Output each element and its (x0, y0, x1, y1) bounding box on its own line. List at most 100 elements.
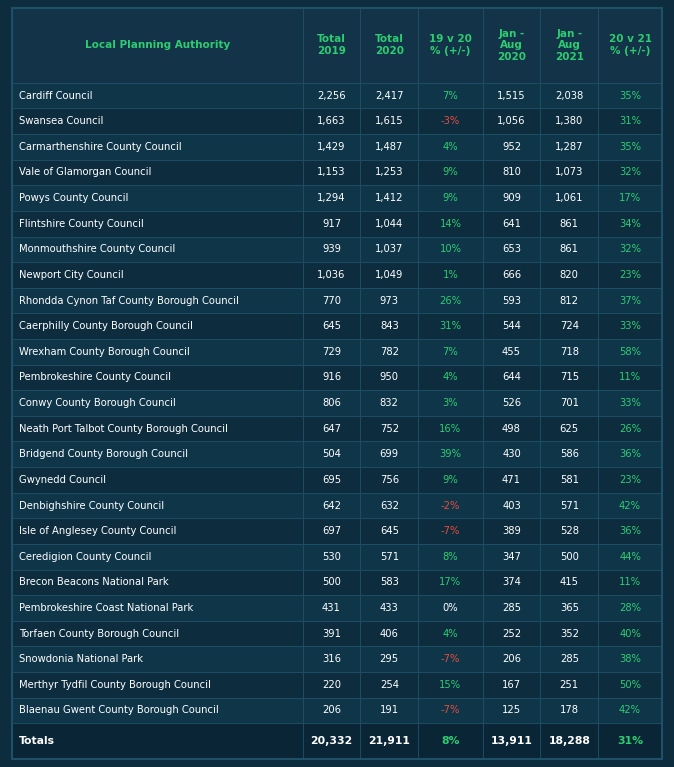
Text: 285: 285 (560, 654, 579, 664)
Text: Newport City Council: Newport City Council (19, 270, 123, 280)
Bar (599, 288, 662, 314)
Text: 812: 812 (560, 295, 579, 305)
Text: 1,037: 1,037 (375, 245, 404, 255)
Bar (418, 211, 483, 236)
Bar (418, 595, 483, 621)
Text: 1,515: 1,515 (497, 91, 526, 100)
Text: 756: 756 (379, 475, 399, 485)
Bar (599, 236, 662, 262)
Bar (361, 134, 418, 160)
Text: -3%: -3% (441, 117, 460, 127)
Bar (599, 339, 662, 364)
Text: 44%: 44% (619, 551, 641, 561)
Bar (483, 467, 541, 492)
Bar (361, 160, 418, 186)
Text: 718: 718 (560, 347, 579, 357)
Bar (483, 621, 541, 647)
Text: Torfaen County Borough Council: Torfaen County Borough Council (19, 629, 179, 639)
Text: 653: 653 (502, 245, 521, 255)
Bar (12, 339, 303, 364)
Bar (541, 467, 599, 492)
Text: 4%: 4% (443, 373, 458, 383)
Bar (361, 314, 418, 339)
Text: 1,615: 1,615 (375, 117, 404, 127)
Text: Jan -
Aug
2020: Jan - Aug 2020 (497, 28, 526, 62)
Bar (303, 8, 361, 83)
Text: 295: 295 (379, 654, 399, 664)
Bar (541, 723, 599, 759)
Bar (541, 492, 599, 518)
Bar (599, 186, 662, 211)
Text: 1%: 1% (443, 270, 458, 280)
Bar (12, 442, 303, 467)
Text: 252: 252 (502, 629, 521, 639)
Bar (303, 672, 361, 698)
Bar (418, 236, 483, 262)
Text: 28%: 28% (619, 603, 641, 613)
Text: 8%: 8% (441, 736, 460, 746)
Bar (418, 647, 483, 672)
Bar (361, 288, 418, 314)
Bar (599, 211, 662, 236)
Text: 36%: 36% (619, 526, 641, 536)
Text: 782: 782 (380, 347, 399, 357)
Bar (483, 339, 541, 364)
Bar (303, 83, 361, 108)
Bar (599, 672, 662, 698)
Bar (361, 8, 418, 83)
Text: Blaenau Gwent County Borough Council: Blaenau Gwent County Borough Council (19, 706, 218, 716)
Text: 1,061: 1,061 (555, 193, 584, 203)
Text: 20 v 21
% (+/-): 20 v 21 % (+/-) (609, 35, 652, 56)
Text: 433: 433 (380, 603, 399, 613)
Text: Pembrokeshire County Council: Pembrokeshire County Council (19, 373, 171, 383)
Text: 950: 950 (380, 373, 399, 383)
Text: Total
2020: Total 2020 (375, 35, 404, 56)
Text: 33%: 33% (619, 398, 641, 408)
Bar (483, 647, 541, 672)
Bar (12, 390, 303, 416)
Text: 861: 861 (560, 245, 579, 255)
Bar (361, 467, 418, 492)
Bar (303, 518, 361, 544)
Bar (483, 570, 541, 595)
Text: 1,294: 1,294 (317, 193, 346, 203)
Text: -7%: -7% (441, 706, 460, 716)
Text: 939: 939 (322, 245, 341, 255)
Text: 571: 571 (379, 551, 399, 561)
Bar (418, 134, 483, 160)
Bar (418, 364, 483, 390)
Bar (541, 134, 599, 160)
Text: 9%: 9% (443, 167, 458, 177)
Text: 2,256: 2,256 (317, 91, 346, 100)
Text: 916: 916 (322, 373, 341, 383)
Text: Ceredigion County Council: Ceredigion County Council (19, 551, 151, 561)
Bar (599, 621, 662, 647)
Bar (303, 698, 361, 723)
Text: 37%: 37% (619, 295, 641, 305)
Bar (303, 595, 361, 621)
Text: Gwynedd Council: Gwynedd Council (19, 475, 106, 485)
Text: 806: 806 (322, 398, 341, 408)
Bar (483, 160, 541, 186)
Text: Wrexham County Borough Council: Wrexham County Borough Council (19, 347, 189, 357)
Text: Monmouthshire County Council: Monmouthshire County Council (19, 245, 175, 255)
Text: 843: 843 (380, 321, 399, 331)
Bar (12, 83, 303, 108)
Bar (541, 544, 599, 570)
Text: 1,380: 1,380 (555, 117, 584, 127)
Bar (483, 416, 541, 442)
Text: Cardiff Council: Cardiff Council (19, 91, 92, 100)
Text: 285: 285 (502, 603, 521, 613)
Text: Caerphilly County Borough Council: Caerphilly County Borough Council (19, 321, 193, 331)
Bar (541, 186, 599, 211)
Bar (418, 339, 483, 364)
Bar (361, 621, 418, 647)
Bar (303, 236, 361, 262)
Text: 642: 642 (322, 501, 341, 511)
Bar (418, 442, 483, 467)
Bar (483, 518, 541, 544)
Bar (599, 595, 662, 621)
Bar (541, 108, 599, 134)
Text: 32%: 32% (619, 245, 641, 255)
Text: 699: 699 (379, 449, 399, 459)
